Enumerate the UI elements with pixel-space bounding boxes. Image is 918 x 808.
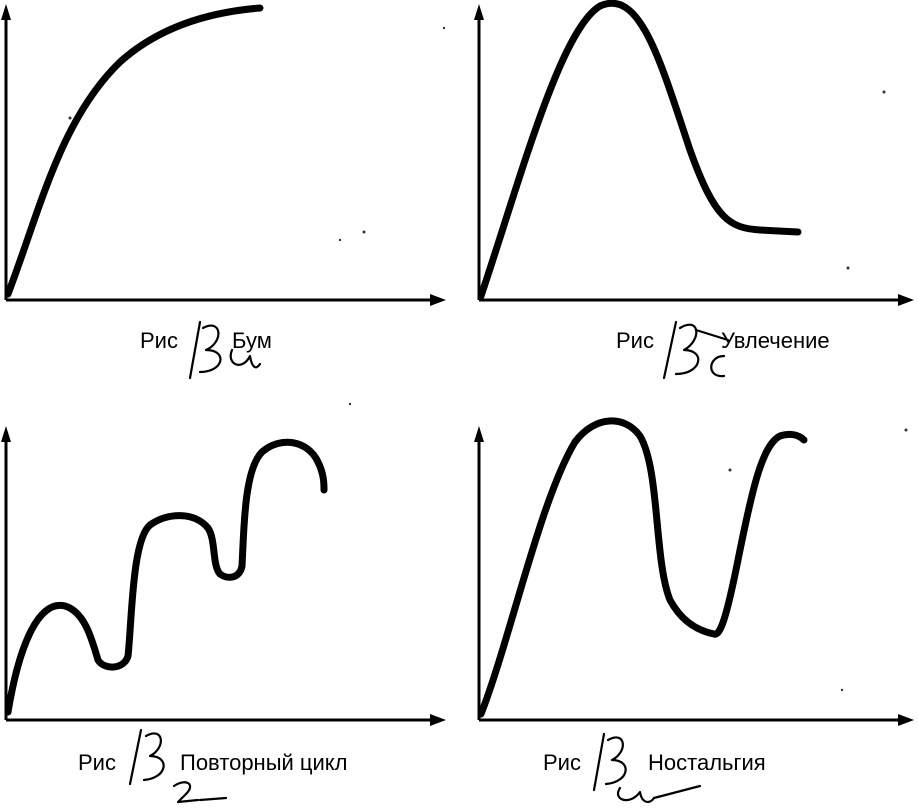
caption-prefix: Рис <box>616 328 654 353</box>
y-axis-arrow <box>474 4 484 20</box>
x-axis-arrow <box>430 714 446 726</box>
y-axis-arrow <box>1 4 11 20</box>
scan-noise <box>68 26 908 692</box>
caption-label: Повторный цикл <box>180 750 348 775</box>
caption-label: Ностальгия <box>648 750 766 775</box>
handwritten-mark <box>128 728 228 804</box>
y-axis-arrow <box>474 426 484 442</box>
handwritten-mark <box>662 320 730 380</box>
repeat-cycle-curve <box>4 438 328 716</box>
x-axis-arrow <box>430 294 446 306</box>
figure-enthusiasm: Рис Увлечение <box>474 0 914 380</box>
y-axis-arrow <box>1 426 11 442</box>
handwritten-mark <box>592 732 702 803</box>
enthusiasm-curve <box>477 0 802 300</box>
figure-nostalgia: Рис Ностальгия <box>474 417 914 803</box>
caption-prefix: Рис <box>543 750 581 775</box>
x-axis-arrow <box>898 294 914 306</box>
caption-label: Увлечение <box>721 328 830 353</box>
handwritten-mark <box>188 320 262 380</box>
nostalgia-curve <box>477 417 808 718</box>
boom-curve <box>4 4 264 298</box>
caption-label: Бум <box>232 328 272 353</box>
figure-repeat-cycle: Рис Повторный цикл <box>1 426 446 804</box>
caption-prefix: Рис <box>78 750 116 775</box>
x-axis-arrow <box>898 714 914 726</box>
caption-prefix: Рис <box>140 328 178 353</box>
figure-boom: Рис Бум <box>1 4 446 380</box>
